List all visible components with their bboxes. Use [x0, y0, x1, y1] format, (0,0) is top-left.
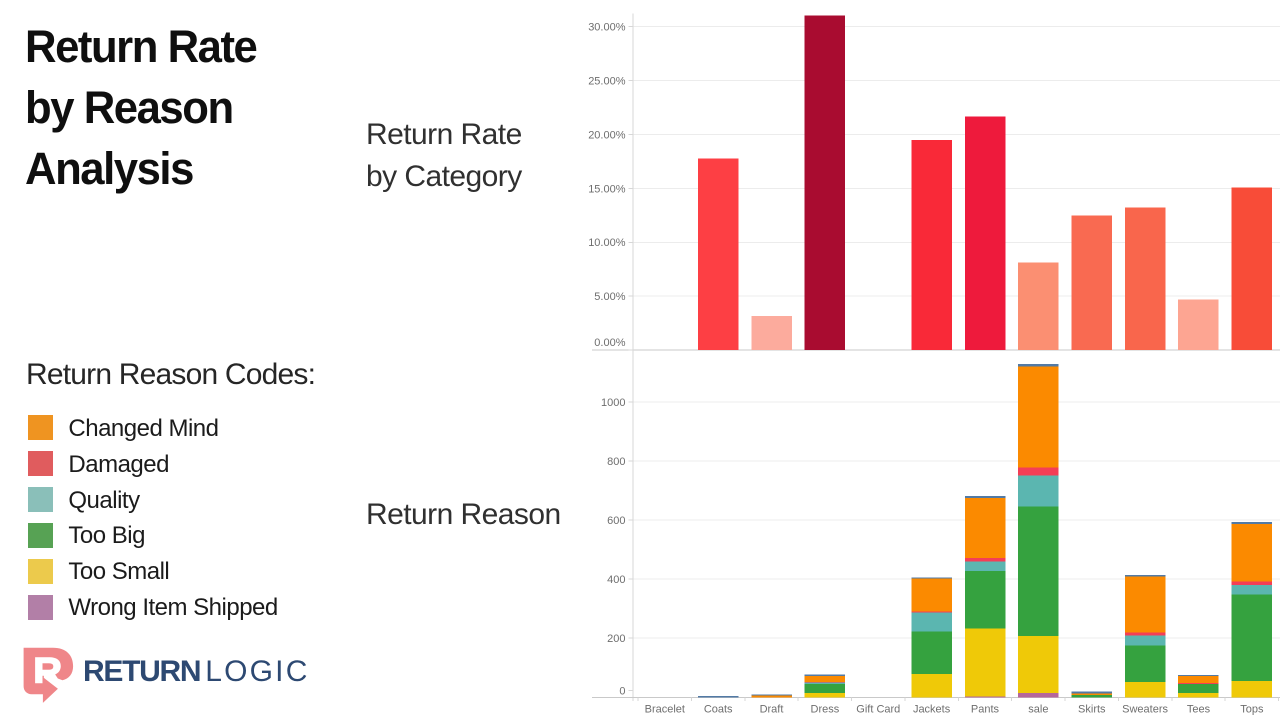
svg-text:Skirts: Skirts — [1078, 703, 1106, 715]
svg-text:20.00%: 20.00% — [588, 129, 626, 141]
svg-text:Coats: Coats — [704, 703, 733, 715]
svg-text:30.00%: 30.00% — [588, 22, 626, 34]
svg-text:800: 800 — [607, 456, 625, 468]
svg-text:400: 400 — [607, 574, 625, 586]
svg-text:Bracelet: Bracelet — [645, 703, 685, 715]
svg-text:0.00%: 0.00% — [594, 337, 625, 349]
svg-text:600: 600 — [607, 515, 625, 527]
svg-text:Sweaters: Sweaters — [1122, 703, 1168, 715]
svg-text:Gift Card: Gift Card — [856, 703, 900, 715]
svg-text:15.00%: 15.00% — [588, 183, 626, 195]
svg-text:Jackets: Jackets — [913, 703, 951, 715]
svg-text:0: 0 — [619, 685, 625, 697]
svg-text:Dress: Dress — [811, 703, 840, 715]
svg-text:Pants: Pants — [971, 703, 1000, 715]
svg-text:Tees: Tees — [1187, 703, 1211, 715]
svg-text:5.00%: 5.00% — [594, 291, 625, 303]
svg-text:200: 200 — [607, 633, 625, 645]
svg-text:Tops: Tops — [1240, 703, 1264, 715]
svg-text:Draft: Draft — [760, 703, 784, 715]
svg-text:1000: 1000 — [601, 397, 625, 409]
svg-text:sale: sale — [1028, 703, 1048, 715]
svg-text:10.00%: 10.00% — [588, 237, 626, 249]
svg-text:25.00%: 25.00% — [588, 76, 626, 88]
